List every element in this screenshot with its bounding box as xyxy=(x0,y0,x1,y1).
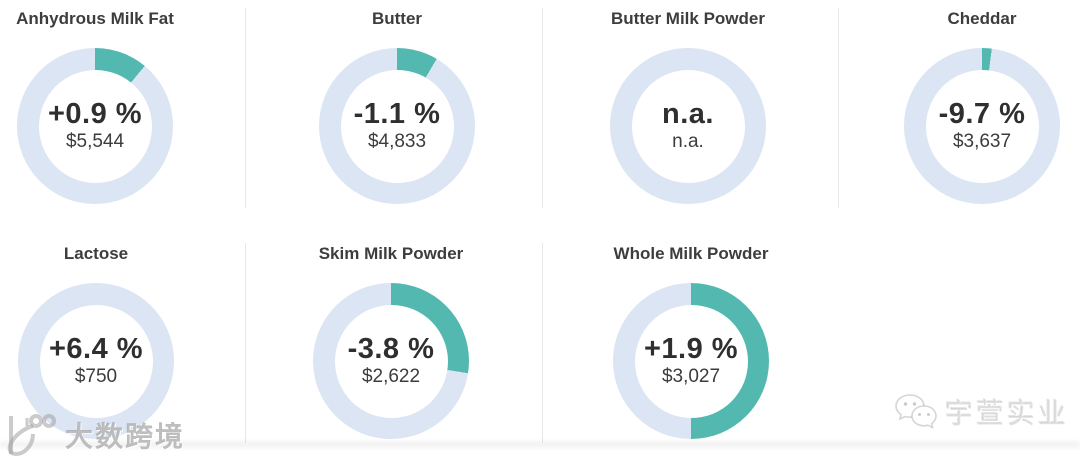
card-title: Anhydrous Milk Fat xyxy=(16,9,174,28)
change-value: +0.9 % xyxy=(47,98,143,130)
cell-divider xyxy=(542,8,543,208)
cell-divider xyxy=(542,243,543,443)
bottom-edge-shade xyxy=(0,441,1080,448)
kpi-card: Butter Milk Powder n.a. n.a. xyxy=(578,9,798,204)
donut-hole: n.a. n.a. xyxy=(631,69,745,183)
kpi-card: Cheddar -9.7 % $3,637 xyxy=(872,9,1080,204)
price-value: $2,622 xyxy=(361,366,421,387)
price-value: n.a. xyxy=(672,131,704,152)
donut-hole: +6.4 % $750 xyxy=(39,304,153,418)
price-value: $4,833 xyxy=(367,131,427,152)
donut-chart[interactable]: -1.1 % $4,833 xyxy=(319,48,475,204)
change-value: +1.9 % xyxy=(643,333,739,365)
cell-divider xyxy=(245,243,246,443)
change-value: -1.1 % xyxy=(353,98,441,130)
donut-chart[interactable]: -3.8 % $2,622 xyxy=(313,283,469,439)
cell-divider xyxy=(245,8,246,208)
kpi-card: Whole Milk Powder +1.9 % $3,027 xyxy=(581,244,801,439)
change-value: -3.8 % xyxy=(347,333,435,365)
price-value: $5,544 xyxy=(65,131,125,152)
donut-hole: -1.1 % $4,833 xyxy=(340,69,454,183)
price-value: $3,027 xyxy=(661,366,721,387)
watermark-bottom-left: 大数跨境 xyxy=(3,412,185,458)
cell-divider xyxy=(838,8,839,208)
donut-chart[interactable]: +0.9 % $5,544 xyxy=(17,48,173,204)
card-title: Butter Milk Powder xyxy=(611,9,765,28)
change-value: +6.4 % xyxy=(48,333,144,365)
donut-hole: +0.9 % $5,544 xyxy=(38,69,152,183)
donut-chart[interactable]: +1.9 % $3,027 xyxy=(613,283,769,439)
dashukuajing-logo-icon xyxy=(3,412,57,458)
kpi-card: Butter -1.1 % $4,833 xyxy=(287,9,507,204)
donut-chart[interactable]: +6.4 % $750 xyxy=(18,283,174,439)
watermark-text-right: 宇萱实业 xyxy=(945,398,1070,429)
donut-hole: -3.8 % $2,622 xyxy=(334,304,448,418)
watermark-bottom-right: 宇萱实业 xyxy=(893,392,1069,432)
watermark-text-left: 大数跨境 xyxy=(65,421,186,452)
card-title: Skim Milk Powder xyxy=(318,244,464,263)
kpi-card: Skim Milk Powder -3.8 % $2,622 xyxy=(281,244,501,439)
donut-hole: +1.9 % $3,027 xyxy=(634,304,748,418)
card-title: Whole Milk Powder xyxy=(613,244,769,263)
donut-hole: -9.7 % $3,637 xyxy=(925,69,1039,183)
kpi-card: Anhydrous Milk Fat +0.9 % $5,544 xyxy=(0,9,205,204)
wechat-icon xyxy=(893,392,937,432)
card-title: Lactose xyxy=(63,244,129,263)
card-title: Butter xyxy=(371,9,423,28)
donut-chart[interactable]: -9.7 % $3,637 xyxy=(904,48,1060,204)
change-value: n.a. xyxy=(662,98,714,130)
change-value: -9.7 % xyxy=(938,98,1026,130)
card-title: Cheddar xyxy=(947,9,1017,28)
kpi-card: Lactose +6.4 % $750 xyxy=(0,244,206,439)
donut-chart[interactable]: n.a. n.a. xyxy=(610,48,766,204)
price-value: $750 xyxy=(74,366,118,387)
price-value: $3,637 xyxy=(952,131,1012,152)
